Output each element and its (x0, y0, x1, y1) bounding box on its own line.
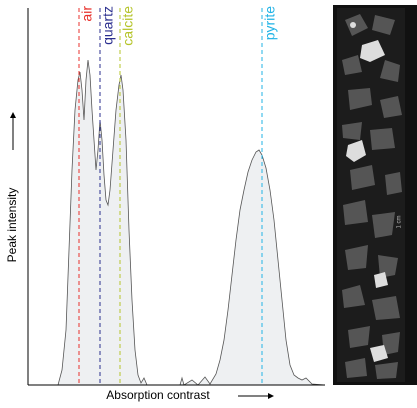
ct-image: 1 cm (333, 5, 417, 385)
scale-label: 1 cm (397, 215, 403, 228)
marker-label: quartz (100, 6, 116, 45)
histogram-curve (57, 59, 326, 386)
marker-label: pyrite (262, 6, 278, 40)
y-axis-label: Peak intensity (5, 188, 19, 263)
marker-label: air (79, 6, 95, 22)
marker-label: calcite (120, 6, 136, 46)
x-axis-label: Absorption contrast (106, 388, 210, 402)
y-arrowhead (10, 112, 16, 118)
y-axis-label-group: Peak intensity (5, 112, 19, 262)
x-arrowhead (268, 393, 274, 399)
